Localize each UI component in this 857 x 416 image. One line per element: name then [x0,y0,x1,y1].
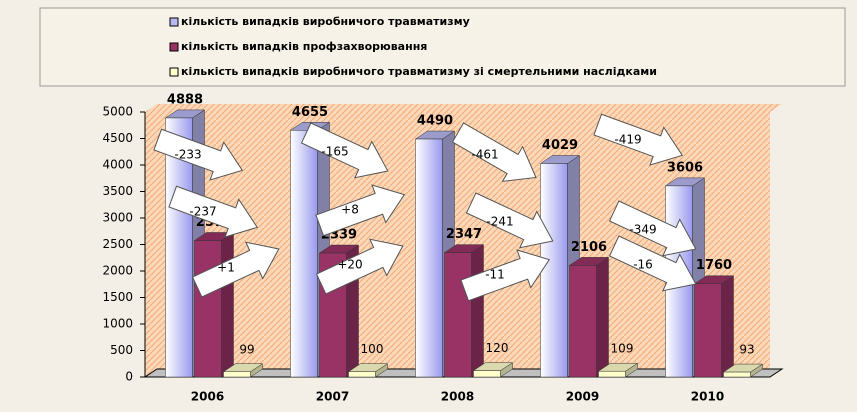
annotation: -241 [486,215,513,229]
change-arrow: -461 [451,122,537,182]
bar-front [694,283,722,378]
y-tick-label: 3000 [102,211,133,225]
y-tick-label: 0 [125,370,133,384]
annotation: -16 [633,258,653,272]
change-arrow: +20 [315,238,404,295]
annotation: -165 [321,145,348,159]
change-arrow: -419 [593,113,684,166]
bar-front [598,370,626,378]
annotation: -419 [614,133,641,147]
change-arrow: -165 [300,122,389,179]
arrow-shape [191,241,280,298]
change-arrow: -16 [608,235,697,292]
y-tick-label: 1500 [102,290,133,304]
value-label: 2106 [571,240,607,255]
bar-front [723,371,751,378]
value-label: 93 [739,343,754,357]
annotation: +20 [337,258,362,272]
arrow-shape [465,192,554,249]
bar [222,363,264,378]
bar-front [569,265,597,378]
annotation: -237 [189,205,216,219]
bar [568,256,610,378]
y-tick-label: 4000 [102,158,133,172]
legend-swatch [169,17,179,27]
change-arrow: +1 [191,241,280,298]
annotation: -11 [485,268,505,282]
change-arrow: -237 [168,185,259,238]
annotation: -461 [471,148,498,162]
bar [443,244,485,378]
value-label: 100 [361,342,384,356]
value-label: 3606 [667,160,703,175]
bar-front [473,370,501,378]
bar-front [194,240,222,378]
bar [472,362,514,378]
y-tick-label: 1000 [102,317,133,331]
value-label: 1760 [696,258,732,273]
legend-label: кількість випадків виробничого травматиз… [181,65,657,78]
bar-front [290,130,318,378]
bar-front [415,138,443,378]
value-label: 99 [239,342,254,356]
bar [597,362,639,378]
bar [347,363,389,378]
bar-front [444,252,472,378]
y-tick-label: 500 [110,343,133,357]
change-arrow: -233 [153,128,244,181]
y-tick-label: 5000 [102,105,133,119]
arrow-shape [300,122,389,179]
bar-side [221,232,234,378]
value-label: 4888 [167,92,203,107]
arrow-shape [168,185,259,238]
arrow-shape [608,200,697,257]
change-arrow: -11 [460,249,551,302]
x-tick-label: 2007 [316,390,349,404]
y-tick-label: 3500 [102,184,133,198]
legend-label: кількість випадків виробничого травматиз… [181,15,470,28]
arrow-shape [451,122,537,182]
y-tick-label: 4500 [102,131,133,145]
bar-front [223,371,251,378]
bar [693,275,735,378]
change-arrow: -241 [465,192,554,249]
annotation: +8 [341,203,359,217]
arrow-shape [315,184,406,237]
bar-side [721,275,734,378]
bar [722,363,764,378]
y-tick-label: 2500 [102,237,133,251]
arrow-shape [608,235,697,292]
change-arrow: -349 [608,200,697,257]
arrow-shape [460,249,551,302]
legend-label: кількість випадків профзахворювання [181,40,427,53]
legend-swatch [169,42,179,52]
y-tick-label: 2000 [102,264,133,278]
bar-side [471,244,484,378]
value-label: 4490 [417,114,453,129]
arrow-shape [153,128,244,181]
arrow-shape [315,238,404,295]
annotation: -349 [629,223,656,237]
value-label: 4655 [292,105,328,120]
bar-side [596,256,609,378]
bar-front [540,163,568,378]
value-label: 4029 [542,138,578,153]
value-label: 109 [611,342,634,356]
legend-swatch [169,67,179,77]
x-tick-label: 2008 [441,390,474,404]
bar [193,232,235,378]
annotation: -233 [174,148,201,162]
change-arrow: +8 [315,184,406,237]
value-label: 2347 [446,227,482,242]
x-tick-label: 2009 [566,390,599,404]
bar-front [348,371,376,378]
value-label: 120 [486,341,509,355]
annotation: +1 [217,261,235,275]
x-tick-label: 2010 [691,390,724,404]
arrow-shape [593,113,684,166]
x-tick-label: 2006 [191,390,224,404]
